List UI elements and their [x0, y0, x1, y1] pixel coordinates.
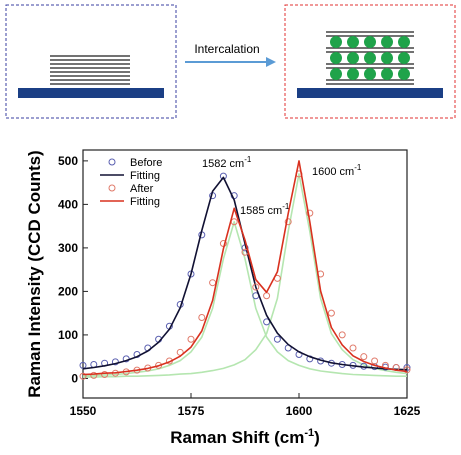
y-tick-label: 0 — [71, 371, 78, 385]
y-tick-label: 100 — [58, 328, 78, 342]
before-box — [6, 5, 176, 118]
legend-label: Fitting — [130, 170, 160, 182]
y-tick-label: 500 — [58, 154, 78, 168]
data-point — [264, 293, 270, 299]
annotation-sup: -1 — [354, 163, 362, 172]
legend-marker — [109, 159, 115, 165]
annotation-text: 1582 cm — [202, 158, 244, 170]
y-tick-label: 300 — [58, 241, 78, 255]
arrow-label: Intercalation — [194, 42, 259, 56]
substrate — [18, 88, 164, 98]
data-point — [210, 280, 216, 286]
x-tick-label: 1600 — [286, 404, 313, 418]
data-point — [188, 336, 194, 342]
annotation: 1600 cm-1 — [312, 163, 362, 178]
x-axis-label-text: ) — [314, 428, 320, 447]
data-point — [339, 332, 345, 338]
data-point — [350, 345, 356, 351]
figure: Intercalation 0 100 200 300 400 500 1550 1575 16… — [0, 0, 461, 455]
y-tick-label: 200 — [58, 284, 78, 298]
annotation-text: 1600 cm — [312, 166, 354, 178]
schematic: Intercalation — [6, 5, 455, 118]
legend-label: Before — [130, 157, 162, 169]
x-axis-label-text: Raman Shift (cm — [170, 428, 304, 447]
x-tick-label: 1550 — [70, 404, 97, 418]
legend-marker — [109, 185, 115, 191]
data-point — [372, 358, 378, 364]
x-axis-label-sup: -1 — [304, 427, 314, 439]
intercalated-stack — [326, 32, 414, 84]
data-point — [328, 310, 334, 316]
graphene-layers — [50, 56, 130, 84]
legend-label: After — [130, 183, 154, 195]
data-point — [274, 336, 280, 342]
arrow-head — [266, 57, 276, 67]
y-tick-label: 400 — [58, 197, 78, 211]
data-point — [199, 315, 205, 321]
annotation-sup: -1 — [244, 155, 252, 164]
substrate — [297, 88, 443, 98]
data-point — [361, 354, 367, 360]
legend-label: Fitting — [130, 196, 160, 208]
annotation-text: 1585 cm — [240, 205, 282, 217]
annotation: 1585 cm-1 — [240, 202, 290, 217]
annotation-sup: -1 — [282, 202, 290, 211]
y-axis-label: Raman Intensity (CCD Counts) — [25, 150, 44, 397]
x-axis-label: Raman Shift (cm-1) — [170, 427, 320, 447]
x-tick-label: 1575 — [178, 404, 205, 418]
annotation: 1582 cm-1 — [202, 155, 252, 170]
x-tick-label: 1625 — [394, 404, 421, 418]
